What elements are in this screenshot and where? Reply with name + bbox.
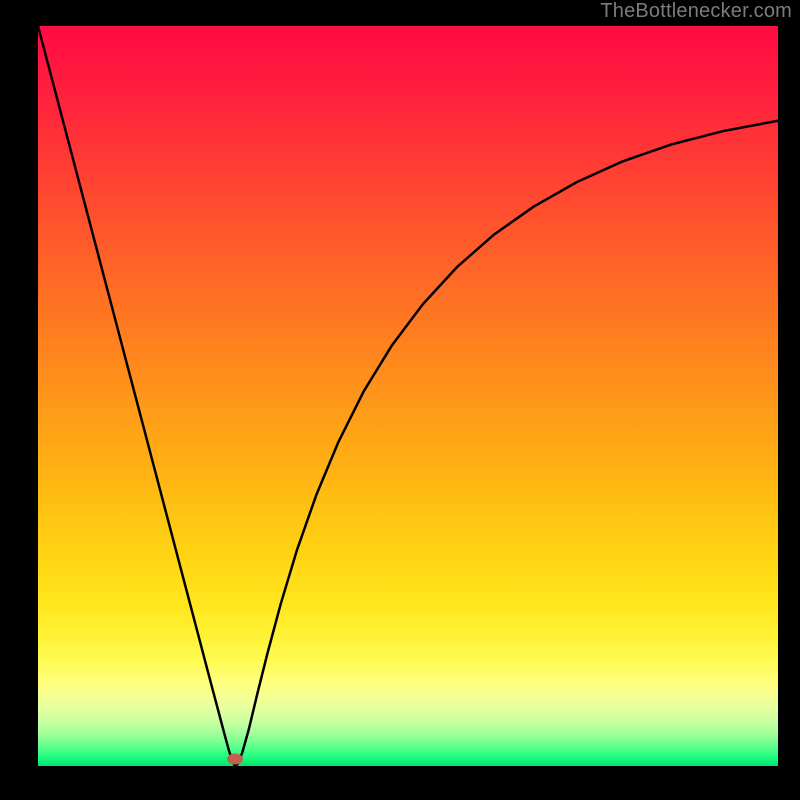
minimum-marker <box>227 753 243 764</box>
stage: TheBottlenecker.com <box>0 0 800 800</box>
plot-background-gradient <box>38 26 778 766</box>
watermark-text: TheBottlenecker.com <box>600 0 792 23</box>
plot-area <box>38 26 778 766</box>
